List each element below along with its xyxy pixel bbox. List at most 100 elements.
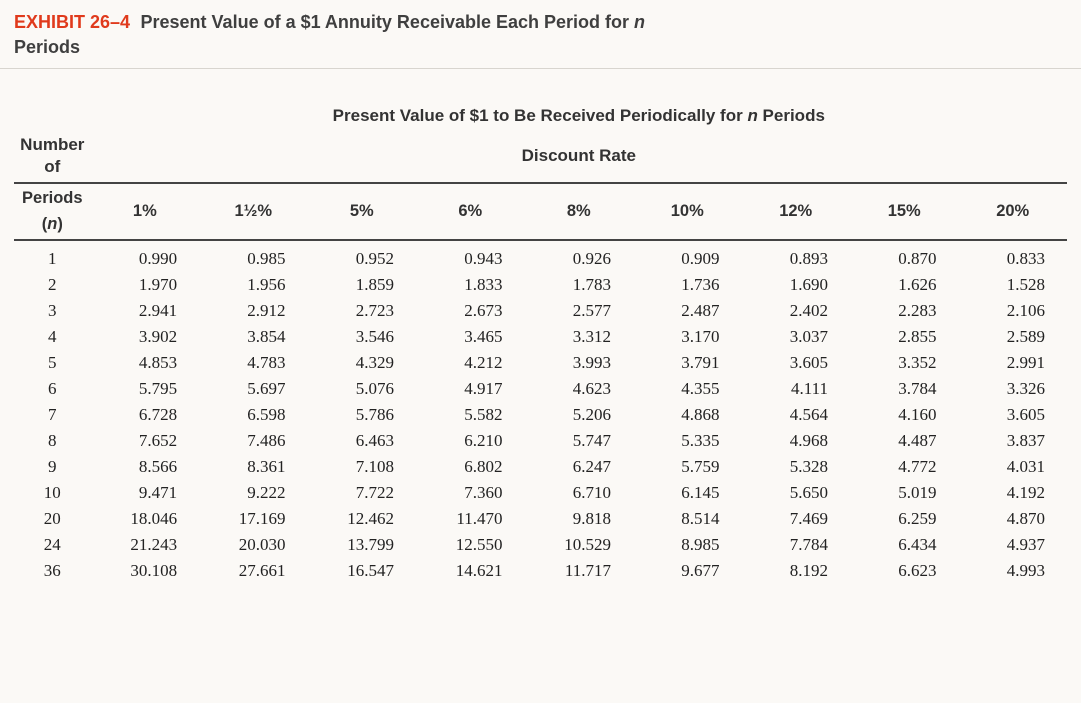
rate-header-1: 1½% xyxy=(199,183,307,240)
value-cell: 7.652 xyxy=(91,428,199,454)
value-cell: 21.243 xyxy=(91,532,199,558)
value-cell: 4.870 xyxy=(958,506,1067,532)
value-cell: 4.329 xyxy=(308,350,416,376)
rate-header-4: 8% xyxy=(525,183,633,240)
value-cell: 8.514 xyxy=(633,506,741,532)
value-cell: 4.917 xyxy=(416,376,524,402)
value-cell: 2.991 xyxy=(958,350,1067,376)
value-cell: 4.993 xyxy=(958,558,1067,584)
value-cell: 5.328 xyxy=(741,454,849,480)
value-cell: 6.710 xyxy=(525,480,633,506)
period-cell: 8 xyxy=(14,428,91,454)
value-cell: 4.111 xyxy=(741,376,849,402)
value-cell: 7.469 xyxy=(741,506,849,532)
value-cell: 1.528 xyxy=(958,272,1067,298)
value-cell: 12.462 xyxy=(308,506,416,532)
table-row: 76.7286.5985.7865.5825.2064.8684.5644.16… xyxy=(14,402,1067,428)
value-cell: 4.783 xyxy=(199,350,307,376)
value-cell: 7.360 xyxy=(416,480,524,506)
table-row: 98.5668.3617.1086.8026.2475.7595.3284.77… xyxy=(14,454,1067,480)
value-cell: 4.623 xyxy=(525,376,633,402)
table-row: 10.9900.9850.9520.9430.9260.9090.8930.87… xyxy=(14,240,1067,272)
rate-header-row: Periods 1% 1½% 5% 6% 8% 10% 12% 15% 20% xyxy=(14,183,1067,211)
value-cell: 0.926 xyxy=(525,240,633,272)
value-cell: 2.402 xyxy=(741,298,849,324)
table-row: 3630.10827.66116.54714.62111.7179.6778.1… xyxy=(14,558,1067,584)
value-cell: 4.487 xyxy=(850,428,958,454)
value-cell: 4.212 xyxy=(416,350,524,376)
exhibit-label: EXHIBIT 26–4 xyxy=(14,12,130,32)
main-header-before: Present Value of $1 to Be Received Perio… xyxy=(333,106,748,125)
value-cell: 3.312 xyxy=(525,324,633,350)
value-cell: 20.030 xyxy=(199,532,307,558)
value-cell: 2.941 xyxy=(91,298,199,324)
rate-header-5: 10% xyxy=(633,183,741,240)
value-cell: 4.868 xyxy=(633,402,741,428)
value-cell: 30.108 xyxy=(91,558,199,584)
value-cell: 1.690 xyxy=(741,272,849,298)
value-cell: 5.786 xyxy=(308,402,416,428)
value-cell: 0.833 xyxy=(958,240,1067,272)
value-cell: 3.465 xyxy=(416,324,524,350)
table-row: 2018.04617.16912.46211.4709.8188.5147.46… xyxy=(14,506,1067,532)
value-cell: 0.952 xyxy=(308,240,416,272)
value-cell: 13.799 xyxy=(308,532,416,558)
value-cell: 1.736 xyxy=(633,272,741,298)
annuity-table: Present Value of $1 to Be Received Perio… xyxy=(14,105,1067,584)
left-label-periods: Periods xyxy=(14,183,91,211)
value-cell: 6.623 xyxy=(850,558,958,584)
value-cell: 3.605 xyxy=(958,402,1067,428)
value-cell: 6.259 xyxy=(850,506,958,532)
period-cell: 3 xyxy=(14,298,91,324)
value-cell: 1.783 xyxy=(525,272,633,298)
value-cell: 0.893 xyxy=(741,240,849,272)
value-cell: 11.470 xyxy=(416,506,524,532)
value-cell: 7.722 xyxy=(308,480,416,506)
period-cell: 7 xyxy=(14,402,91,428)
value-cell: 0.909 xyxy=(633,240,741,272)
value-cell: 9.471 xyxy=(91,480,199,506)
left-n-italic: n xyxy=(47,215,57,233)
exhibit-title: Present Value of a $1 Annuity Receivable… xyxy=(141,12,646,32)
value-cell: 2.855 xyxy=(850,324,958,350)
value-cell: 2.283 xyxy=(850,298,958,324)
main-header-after: Periods xyxy=(758,106,825,125)
value-cell: 6.463 xyxy=(308,428,416,454)
rate-header-3: 6% xyxy=(416,183,524,240)
value-cell: 6.434 xyxy=(850,532,958,558)
value-cell: 9.677 xyxy=(633,558,741,584)
value-cell: 2.912 xyxy=(199,298,307,324)
value-cell: 6.247 xyxy=(525,454,633,480)
value-cell: 5.335 xyxy=(633,428,741,454)
value-cell: 3.791 xyxy=(633,350,741,376)
value-cell: 9.818 xyxy=(525,506,633,532)
value-cell: 5.582 xyxy=(416,402,524,428)
value-cell: 6.210 xyxy=(416,428,524,454)
value-cell: 6.145 xyxy=(633,480,741,506)
value-cell: 4.031 xyxy=(958,454,1067,480)
value-cell: 7.108 xyxy=(308,454,416,480)
value-cell: 11.717 xyxy=(525,558,633,584)
period-cell: 10 xyxy=(14,480,91,506)
period-cell: 5 xyxy=(14,350,91,376)
value-cell: 4.192 xyxy=(958,480,1067,506)
value-cell: 27.661 xyxy=(199,558,307,584)
value-cell: 1.626 xyxy=(850,272,958,298)
value-cell: 3.326 xyxy=(958,376,1067,402)
table-row: 32.9412.9122.7232.6732.5772.4872.4022.28… xyxy=(14,298,1067,324)
value-cell: 3.546 xyxy=(308,324,416,350)
value-cell: 7.486 xyxy=(199,428,307,454)
value-cell: 5.759 xyxy=(633,454,741,480)
value-cell: 2.487 xyxy=(633,298,741,324)
rate-header-8: 20% xyxy=(958,183,1067,240)
value-cell: 2.723 xyxy=(308,298,416,324)
value-cell: 4.564 xyxy=(741,402,849,428)
table-main-header: Present Value of $1 to Be Received Perio… xyxy=(91,105,1067,132)
value-cell: 7.784 xyxy=(741,532,849,558)
rate-header-0: 1% xyxy=(91,183,199,240)
value-cell: 6.728 xyxy=(91,402,199,428)
rate-header-6: 12% xyxy=(741,183,849,240)
value-cell: 0.870 xyxy=(850,240,958,272)
period-cell: 2 xyxy=(14,272,91,298)
table-row: 2421.24320.03013.79912.55010.5298.9857.7… xyxy=(14,532,1067,558)
